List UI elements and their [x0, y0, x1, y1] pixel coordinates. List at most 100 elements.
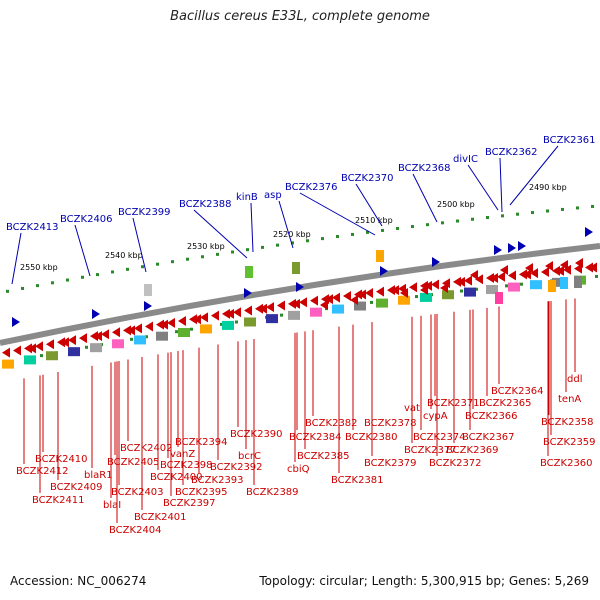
- gene-block: [2, 359, 14, 369]
- track-dot: [546, 209, 549, 213]
- gene-block: [292, 262, 300, 274]
- gene-arrow: [350, 295, 358, 305]
- gene-label: asp: [264, 190, 282, 201]
- gene-arrow: [523, 269, 531, 280]
- track-dot: [246, 248, 249, 252]
- gene-arrow: [575, 258, 583, 268]
- gene-arrow: [545, 261, 553, 271]
- track-dot: [366, 230, 369, 234]
- gene-label: vat: [404, 403, 420, 414]
- gene-arrow: [167, 317, 175, 328]
- gene-block: [530, 280, 542, 290]
- gene-label: BCZK2361: [543, 135, 596, 146]
- top-label-leaders: [11, 145, 559, 285]
- gene-block: [134, 335, 146, 345]
- track-dot: [291, 241, 294, 245]
- gene-block: [244, 317, 256, 327]
- topology-text: Topology: circular; Length: 5,300,915 bp…: [259, 574, 589, 588]
- gene-label: BCZK2365: [479, 398, 532, 409]
- gene-label: BCZK2374: [413, 432, 466, 443]
- gene-arrow: [589, 262, 597, 273]
- gene-arrow: [556, 265, 564, 276]
- gene-arrow: [310, 295, 318, 306]
- kbp-tick-label: 2510 kbp: [355, 216, 393, 225]
- gene-arrow: [259, 303, 267, 314]
- gene-arrow: [233, 307, 241, 318]
- gene-label: BCZK2370: [341, 173, 394, 184]
- leader-line: [509, 145, 559, 206]
- gene-arrow: [144, 301, 152, 311]
- gene-label: BCZK2388: [179, 199, 232, 210]
- gene-label: BCZK2385: [297, 451, 350, 462]
- gene-arrow: [160, 319, 168, 330]
- gene-block: [310, 307, 322, 317]
- gene-arrow: [127, 325, 135, 336]
- track-dot: [276, 243, 279, 247]
- track-dot: [231, 250, 234, 254]
- track-dot: [145, 335, 148, 339]
- gene-label: BCZK2405: [107, 457, 160, 468]
- gene-label: BCZK2399: [118, 207, 171, 218]
- gene-block: [46, 351, 58, 361]
- gene-label: BCZK2412: [16, 466, 69, 477]
- gene-arrow: [2, 347, 10, 358]
- gene-block: [376, 250, 384, 262]
- track-dot: [531, 211, 534, 215]
- gene-arrow: [365, 288, 373, 299]
- gene-arrow: [112, 327, 120, 338]
- gene-arrow: [292, 298, 300, 309]
- gene-block: [560, 277, 568, 289]
- gene-label: BCZK2401: [134, 512, 187, 523]
- gene-label: BCZK2376: [285, 182, 338, 193]
- leader-line: [193, 209, 248, 259]
- gene-arrow: [475, 274, 483, 285]
- gene-features: [2, 227, 597, 369]
- track-dot: [141, 265, 144, 269]
- gene-label: tenA: [558, 394, 581, 405]
- gene-block: [552, 277, 564, 287]
- gene-arrow: [178, 316, 186, 327]
- leader-line: [250, 202, 254, 253]
- gene-arrow: [525, 263, 533, 273]
- gene-label: ddl: [567, 374, 582, 385]
- kbp-tick-label: 2500 kbp: [437, 200, 475, 209]
- gene-label: cypA: [423, 411, 448, 422]
- track-dot: [216, 252, 219, 256]
- gene-block: [24, 355, 36, 365]
- track-dot: [591, 204, 594, 208]
- kbp-tick-label: 2490 kbp: [529, 183, 567, 192]
- gene-label: BCZK2400: [150, 472, 203, 483]
- gene-arrow: [193, 314, 201, 325]
- gene-block: [398, 295, 410, 305]
- gene-label: BCZK2371: [427, 398, 480, 409]
- leader-line: [132, 217, 147, 273]
- gene-arrow: [226, 308, 234, 319]
- gene-block: [464, 287, 476, 297]
- track-dot: [486, 216, 489, 220]
- gene-arrow: [585, 227, 593, 237]
- gene-label: cbiQ: [287, 464, 310, 475]
- gene-block: [354, 301, 366, 311]
- gene-arrow: [101, 329, 109, 340]
- gene-arrow: [46, 339, 54, 350]
- gene-block: [420, 292, 432, 302]
- bottom-label-leaders: [23, 298, 576, 523]
- gene-block: [574, 276, 582, 288]
- gene-arrow: [320, 300, 328, 310]
- gene-arrow: [470, 270, 478, 280]
- genome-backbone: [0, 243, 600, 346]
- gene-block: [68, 347, 80, 357]
- gene-arrow: [277, 300, 285, 311]
- gene-block: [508, 282, 520, 292]
- gene-label: BCZK2384: [289, 432, 342, 443]
- gene-arrow: [68, 335, 76, 346]
- gene-label: BCZK2377: [404, 445, 457, 456]
- track-dot: [85, 345, 88, 349]
- track-dot: [51, 281, 54, 285]
- gene-label: BCZK2369: [446, 445, 499, 456]
- track-dot: [516, 212, 519, 216]
- gene-label: BCZK2367: [462, 432, 515, 443]
- track-dot: [351, 232, 354, 236]
- gene-block: [90, 343, 102, 353]
- kbp-tick-label: 2520 kbp: [273, 230, 311, 239]
